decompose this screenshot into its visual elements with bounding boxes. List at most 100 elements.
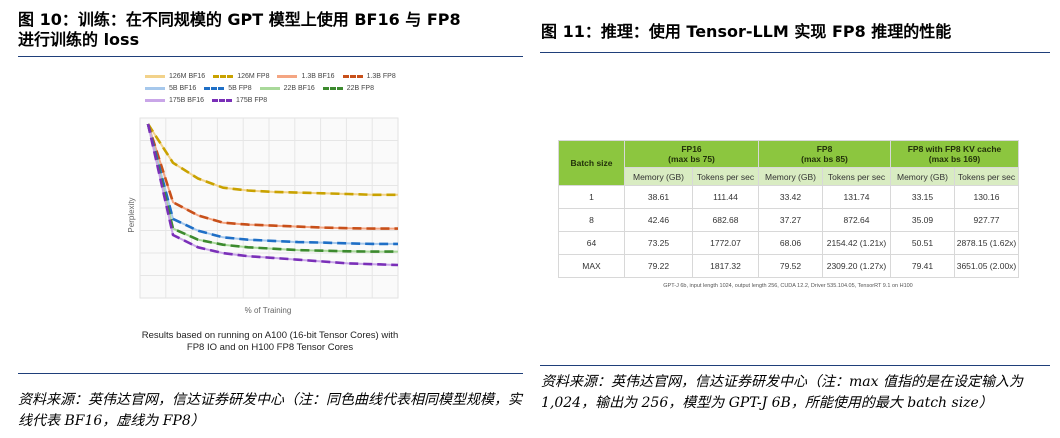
chart-lines [146,123,399,267]
batch-size-cell: 1 [558,185,625,209]
subheader-tokens: Tokens per sec [954,167,1019,186]
legend-label: 175B FP8 [236,96,268,104]
table-cell: 130.16 [954,185,1019,209]
group-header-fp16: FP16 (max bs 75) [624,140,759,168]
series-line [146,123,398,230]
table-cell: 68.06 [758,231,823,255]
table-row: 64 73.25 1772.07 68.06 2154.42 (1.21x) 50.51 2… [558,231,1019,255]
table-cell: 35.09 [890,208,955,232]
table-cell: 79.41 [890,254,955,278]
series-line [146,123,398,253]
legend-row: 175B BF16 175B FP8 [145,94,405,106]
table-row: MAX 79.22 1817.32 79.52 2309.20 (1.27x) 79.41… [558,254,1019,278]
table-cell: 2154.42 (1.21x) [822,231,891,255]
table-cell: 73.25 [624,231,693,255]
table-cell: 50.51 [890,231,955,255]
legend-item: 1.3B FP8 [342,72,396,80]
fp8-inference-table: Batch size FP16 (max bs 75) FP8 (max bs 85… [558,140,1019,278]
legend-swatch [145,98,165,102]
table-body: 1 38.61 111.44 33.42 131.74 33.15 130.16 8 42.46… [558,185,1019,278]
table-cell: 38.61 [624,185,693,209]
legend-row: 126M BF16 126M FP8 1.3B BF16 1.3B FP8 [145,70,405,82]
figure-10-title-line1: 图 10：训练：在不同规模的 GPT 模型上使用 BF16 与 FP8 [18,10,461,29]
legend-item: 1.3B BF16 [277,72,335,80]
figure-11-top-rule [540,52,1050,53]
subheader-memory: Memory (GB) [758,167,823,186]
legend-label: 126M BF16 [169,72,206,80]
series-line [146,123,399,267]
figure-10-title-line2: 进行训练的 loss [18,30,140,49]
figure-11-source: 资料来源：英伟达官网，信达证券研发中心（注：max 值指的是在设定输入为 1,0… [541,374,1023,411]
legend-swatch [145,74,165,78]
legend-row: 5B BF16 5B FP8 22B BF16 22B FP8 [145,82,405,94]
legend-label: 175B BF16 [169,96,205,104]
legend-label: 5B FP8 [228,84,252,92]
table-cell: 872.64 [822,208,891,232]
table-cell: 1817.32 [692,254,759,278]
series-line [147,123,398,196]
subheader-memory: Memory (GB) [624,167,693,186]
legend-swatch [277,74,298,78]
chart-legend: 126M BF16 126M FP8 1.3B BF16 1.3B FP8 5B BF1… [145,70,405,106]
table-cell: 927.77 [954,208,1019,232]
legend-item: 22B FP8 [322,84,374,92]
table-footnote: GPT-J 6b, input length 1024, output leng… [663,283,913,289]
batch-size-cell: MAX [558,254,625,278]
table-cell: 33.15 [890,185,955,209]
y-axis-title: Perplexity [127,197,136,232]
legend-swatch [212,98,233,102]
table-cell: 79.52 [758,254,823,278]
legend-swatch [145,86,165,90]
legend-label: 126M FP8 [237,72,270,80]
subheader-memory: Memory (GB) [890,167,955,186]
table-row: 1 38.61 111.44 33.42 131.74 33.15 130.16 [558,185,1019,209]
table-cell: 111.44 [692,185,759,209]
figure-10-top-rule [18,56,523,57]
legend-label: 22B BF16 [283,84,315,92]
chart-grid [139,117,399,299]
table-cell: 1772.07 [692,231,759,255]
legend-item: 126M BF16 [145,73,205,80]
table-cell: 79.22 [624,254,693,278]
table-cell: 131.74 [822,185,891,209]
legend-item: 175B BF16 [145,97,204,104]
legend-label: 5B BF16 [169,84,197,92]
figure-11-title: 图 11：推理：使用 Tensor-LLM 实现 FP8 推理的性能 [541,22,952,41]
chart-note: Results based on running on A100 (16-bit… [141,330,399,353]
legend-swatch [213,74,234,78]
subheader-tokens: Tokens per sec [692,167,759,186]
batch-size-header: Batch size [558,140,625,186]
figure-10-bottom-rule [18,373,523,374]
legend-label: 22B FP8 [346,84,374,92]
group-header-fp8: FP8 (max bs 85) [758,140,891,168]
subheader-tokens: Tokens per sec [822,167,891,186]
table-cell: 2309.20 (1.27x) [822,254,891,278]
table-cell: 2878.15 (1.62x) [954,231,1019,255]
legend-label: 1.3B BF16 [301,72,335,80]
x-axis-title: % of Training [245,306,292,315]
batch-size-cell: 64 [558,231,625,255]
legend-swatch [204,86,225,90]
figure-10-title: 图 10：训练：在不同规模的 GPT 模型上使用 BF16 与 FP8 进行训练… [18,10,518,50]
series-line [146,123,398,246]
table-cell: 682.68 [692,208,759,232]
figure-10-source: 资料来源：英伟达官网，信达证券研发中心（注：同色曲线代表相同模型规模，实线代表 … [18,392,522,429]
table-cell: 33.42 [758,185,823,209]
legend-item: 126M FP8 [213,73,269,80]
legend-swatch [342,74,363,78]
table-cell: 37.27 [758,208,823,232]
legend-label: 1.3B FP8 [366,72,396,80]
figure-11-bottom-rule [540,365,1050,366]
batch-size-cell: 8 [558,208,625,232]
legend-item: 5B FP8 [204,84,252,92]
table-cell: 3651.05 (2.00x) [954,254,1019,278]
legend-swatch [322,86,343,90]
legend-swatch [259,86,280,90]
legend-item: 22B BF16 [259,84,315,92]
legend-item: 5B BF16 [145,85,196,92]
legend-item: 175B FP8 [212,97,267,104]
table-row: 8 42.46 682.68 37.27 872.64 35.09 927.77 [558,208,1019,232]
table-cell: 42.46 [624,208,693,232]
group-header-fp8-kv: FP8 with FP8 KV cache (max bs 169) [890,140,1019,168]
